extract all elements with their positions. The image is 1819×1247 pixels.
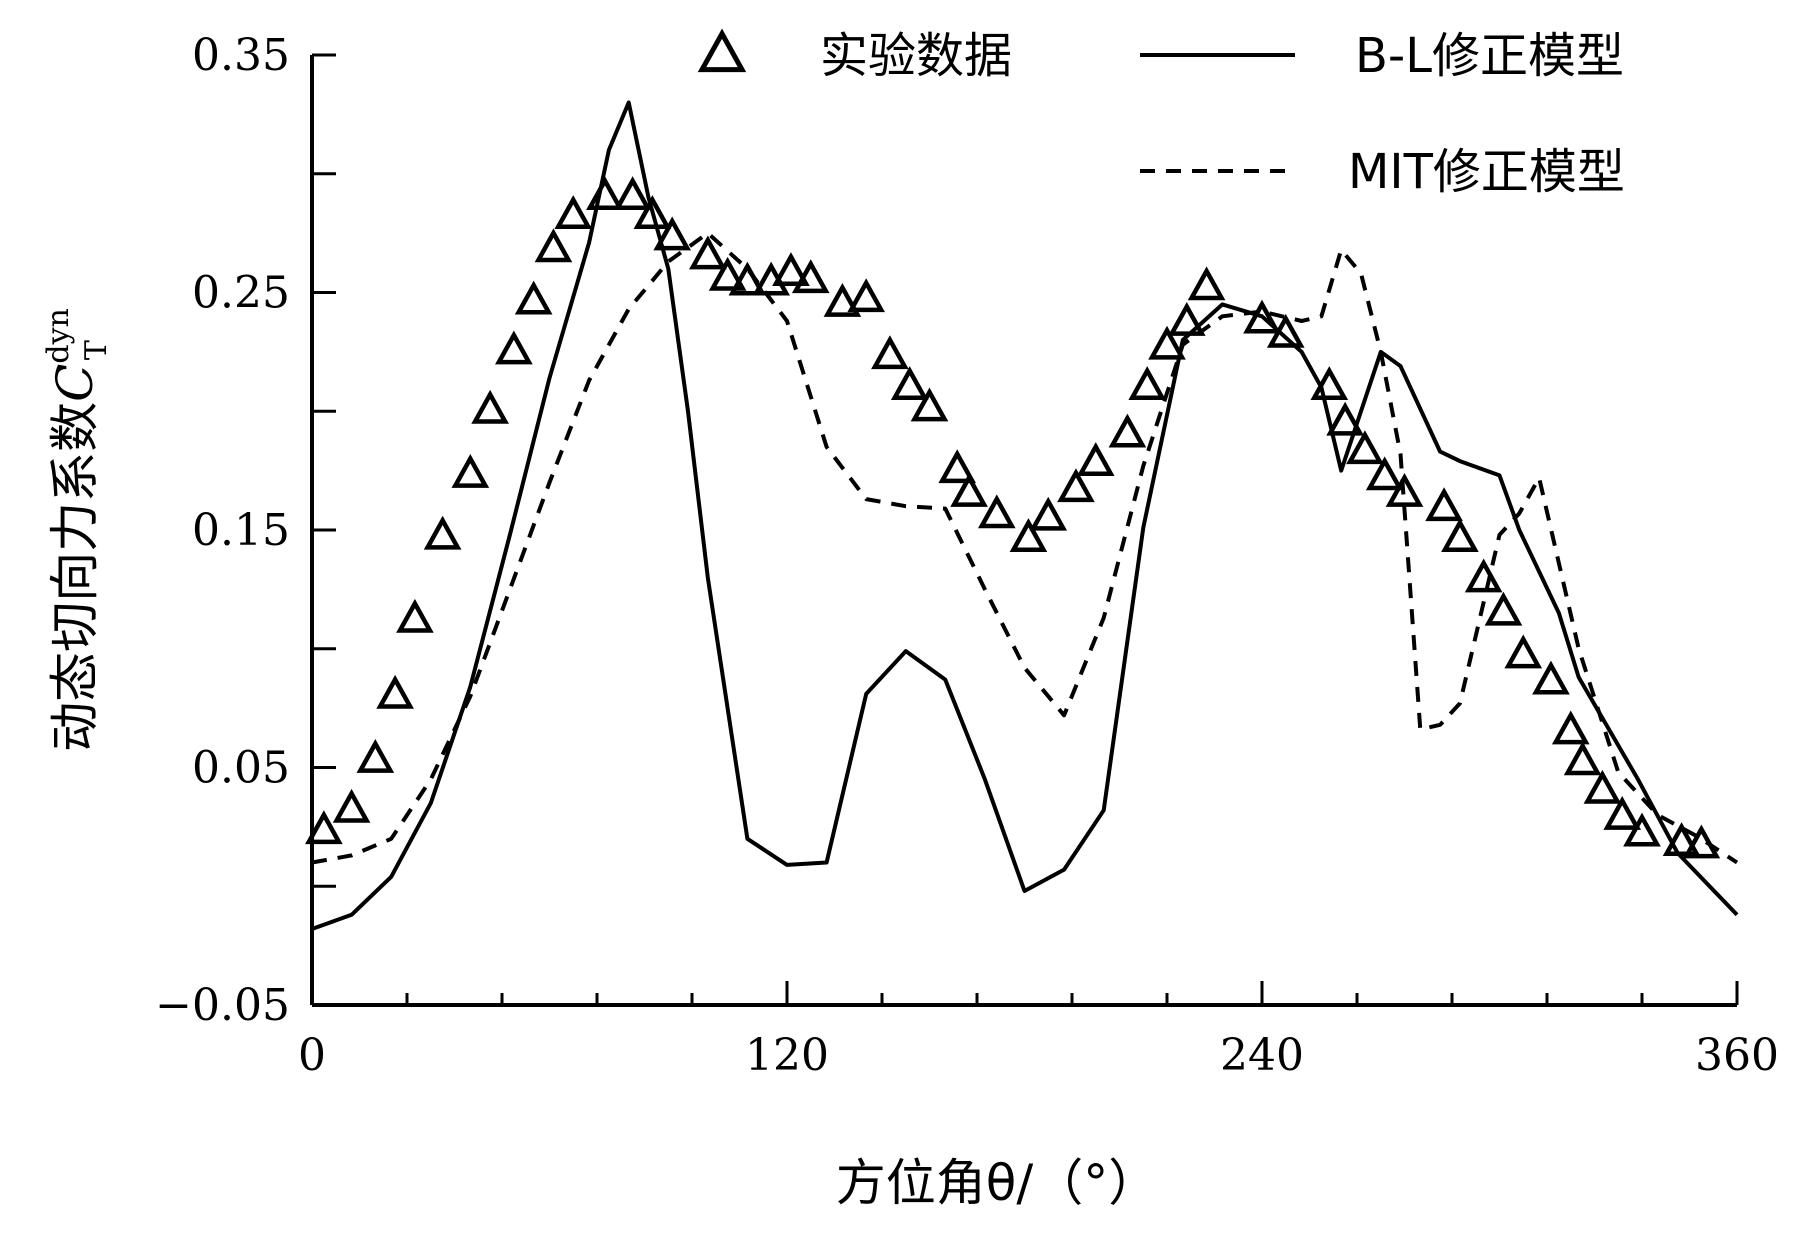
experiment-data-point	[950, 473, 988, 507]
experiment-data-point	[1346, 430, 1384, 465]
experiment-data-point	[1128, 366, 1167, 401]
experiment-data-point	[1365, 456, 1404, 491]
x-tick-label: 0	[298, 1030, 326, 1081]
experiment-data-point	[451, 454, 490, 488]
experiment-data-point	[1009, 518, 1048, 553]
experiment-data-point	[356, 739, 395, 773]
experiment-data-point	[633, 195, 672, 230]
experiment-data-point	[1464, 558, 1503, 593]
experiment-data-point	[332, 788, 371, 823]
experiment-data-point	[305, 810, 343, 845]
y-axis-label-sub: T	[79, 340, 114, 360]
x-tick-label: 360	[1695, 1030, 1779, 1081]
experiment-data-point	[1484, 591, 1523, 626]
experiment-data-point	[1076, 442, 1115, 477]
series-lines	[311, 100, 1739, 931]
experiment-data-point	[1551, 710, 1590, 745]
experiment-data-point	[1563, 741, 1602, 776]
x-tick-label: 120	[745, 1030, 829, 1081]
experiment-data-point	[554, 195, 593, 230]
x-axis-label: 方位角θ/（°）	[836, 1154, 1158, 1212]
y-tick-label: −0.05	[155, 980, 290, 1031]
legend-marker-triangle	[697, 28, 747, 73]
experiment-data-point	[653, 216, 692, 251]
experiment-data-point	[1057, 468, 1095, 503]
legend-label-mit-model: MIT修正模型	[1348, 144, 1625, 200]
experiment-data-point	[534, 228, 573, 263]
legend-label-experiment: 实验数据	[820, 28, 1012, 84]
experiment-data-point	[938, 449, 977, 484]
experiment-data-point	[910, 387, 949, 422]
experiment-data-point	[471, 389, 509, 424]
experiment-data-point	[613, 176, 652, 211]
experiment-data-point	[1532, 660, 1570, 695]
y-tick-label: 0.25	[192, 268, 290, 319]
experiment-data-point	[1187, 266, 1226, 301]
experiment-data-point	[1603, 796, 1642, 830]
experiment-data-point	[1326, 401, 1364, 436]
experiment-data-point	[977, 494, 1016, 529]
y-axis-label: 动态切向力系数Cdyn T	[41, 308, 114, 752]
experiment-data-point	[847, 278, 885, 313]
experiment-data-point	[1167, 302, 1206, 336]
experiment-data-point	[1682, 824, 1721, 859]
experiment-data-point	[423, 515, 462, 550]
y-tick-label: 0.05	[192, 743, 290, 794]
experiment-data-point	[1504, 634, 1543, 669]
experiment-data-point	[1266, 313, 1305, 348]
y-tick-label: 0.15	[192, 505, 290, 556]
experiment-data-point	[1108, 413, 1147, 448]
y-axis-label-symbol: C	[46, 364, 104, 402]
experiment-data-point	[514, 280, 553, 315]
experiment-data-point	[823, 283, 862, 317]
experiment-data-point	[1029, 496, 1068, 531]
y-axis-label-text: 动态切向力系数	[46, 402, 104, 752]
y-axis-label-sup: dyn	[41, 308, 76, 363]
experiment-data-point	[689, 235, 727, 270]
experiment-data-point	[1148, 325, 1186, 360]
x-tick-label: 240	[1220, 1030, 1304, 1081]
ticks: 0 120 240 360 −0.05 0.05 0.15 0.25 0.35	[155, 30, 1779, 1081]
experiment-data-point	[708, 256, 747, 291]
experiment-data-point	[376, 674, 414, 709]
experiment-data-point	[1441, 518, 1479, 553]
legend-label-bl-model: B-L修正模型	[1355, 28, 1624, 84]
mit-model-line	[311, 231, 1739, 865]
experiment-data-point	[728, 261, 767, 296]
legend: 实验数据 B-L修正模型 MIT修正模型	[697, 28, 1625, 200]
experiment-data-point	[1623, 812, 1661, 847]
experiment-data-point	[1385, 473, 1424, 507]
y-tick-label: 0.35	[192, 30, 290, 81]
experiment-data-point	[772, 252, 810, 287]
experiment-data-point	[871, 335, 909, 370]
experiment-data-point	[1662, 822, 1701, 857]
experiment-data-point	[791, 259, 830, 294]
series-markers	[305, 176, 1721, 859]
experiment-data-point	[1243, 299, 1281, 334]
experiment-data-point	[586, 176, 624, 211]
experiment-data-point	[890, 366, 929, 401]
experiment-data-point	[1310, 366, 1349, 401]
experiment-data-point	[1425, 487, 1463, 522]
bl-model-line	[311, 100, 1739, 931]
experiment-data-point	[495, 330, 533, 365]
experiment-data-point	[396, 598, 434, 633]
experiment-data-point	[1583, 769, 1622, 804]
